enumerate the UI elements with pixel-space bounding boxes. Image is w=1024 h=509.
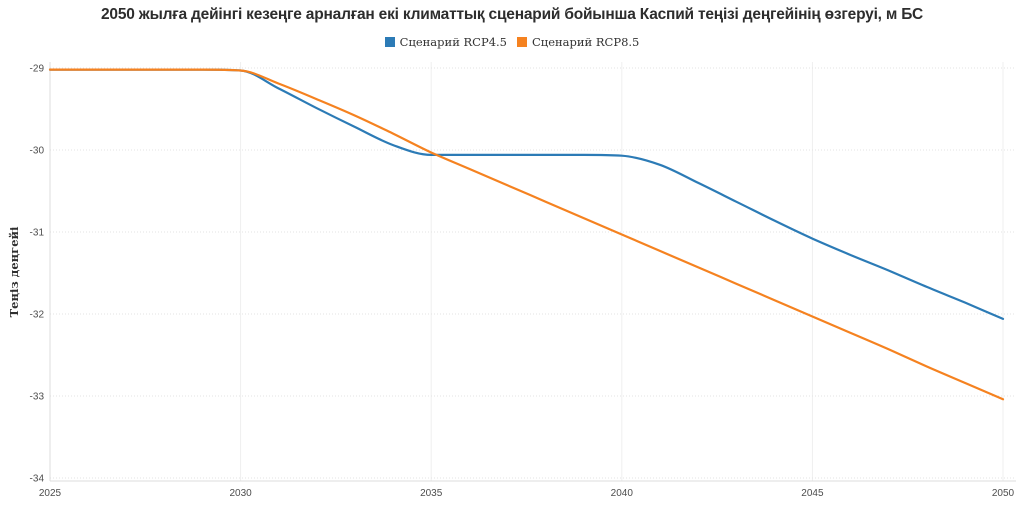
x-tick-label: 2040 — [611, 488, 634, 499]
y-axis-title: Теңіз деңгейі — [7, 226, 21, 317]
y-tick-label: -34 — [30, 474, 45, 485]
series-line-rcp85 — [48, 68, 1005, 401]
x-tick-label: 2025 — [39, 488, 62, 499]
chart-title: 2050 жылға дейінгі кезеңге арналған екі … — [101, 6, 923, 23]
legend-label: Сценарий RCP4.5 — [399, 35, 507, 49]
y-tick-label: -32 — [30, 310, 45, 321]
legend-item-0: Сценарий RCP4.5 — [384, 35, 507, 49]
x-tick-label: 2030 — [229, 488, 252, 499]
x-tick-label: 2045 — [801, 488, 824, 499]
y-tick-label: -29 — [30, 64, 45, 75]
x-tick-label: 2050 — [992, 488, 1015, 499]
x-tick-label: 2035 — [420, 488, 443, 499]
legend-swatch-icon — [517, 37, 527, 47]
y-tick-label: -33 — [30, 392, 45, 403]
legend-swatch-icon — [384, 37, 395, 47]
y-tick-label: -31 — [30, 228, 45, 239]
legend-label: Сценарий RCP8.5 — [532, 35, 640, 49]
y-tick-label: -30 — [30, 146, 45, 157]
chart-legend: Сценарий RCP4.5 Сценарий RCP8.5 — [0, 35, 1024, 49]
legend-item-1: Сценарий RCP8.5 — [517, 35, 639, 49]
